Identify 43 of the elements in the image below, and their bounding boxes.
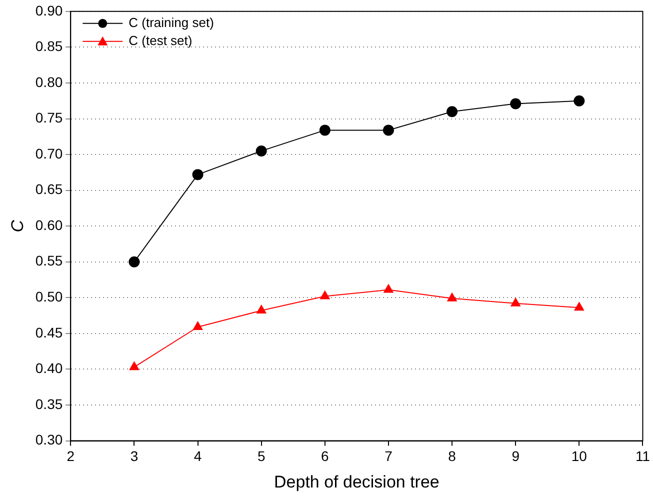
legend-label: C (test set)	[128, 32, 192, 48]
legend-label: C (training set)	[128, 14, 214, 30]
y-tick-label: 0.65	[35, 181, 63, 198]
point	[129, 362, 140, 370]
y-tick-label: 0.40	[35, 360, 63, 376]
y-tick-label: 0.60	[35, 216, 63, 233]
point	[192, 169, 204, 180]
y-tick-label: 0.85	[35, 38, 63, 54]
point	[447, 292, 457, 302]
y-tick-label: 0.35	[35, 396, 63, 412]
x-tick-label: 6	[321, 448, 330, 464]
x-axis-title: Depth of decision tree	[274, 472, 440, 492]
x-tick-label: 10	[571, 448, 588, 464]
y-axis-title: C	[8, 219, 27, 232]
x-tick-label: 4	[194, 448, 202, 464]
y-tick-label: 0.30	[35, 432, 63, 448]
point	[256, 305, 266, 314]
point	[510, 98, 522, 110]
y-tick-label: 0.80	[35, 74, 63, 90]
y-tick-label: 0.90	[35, 2, 63, 18]
point	[382, 124, 394, 136]
point	[256, 145, 267, 156]
point	[128, 256, 140, 268]
point	[384, 284, 394, 293]
point	[510, 298, 520, 306]
point	[574, 302, 584, 311]
y-tick-label: 0.50	[35, 288, 63, 305]
point	[574, 95, 585, 106]
point	[320, 290, 330, 300]
x-tick-label: 5	[257, 448, 266, 464]
x-tick-label: 9	[512, 448, 520, 464]
y-tick-label: 0.75	[35, 110, 63, 126]
x-tick-label: 2	[66, 448, 75, 464]
x-tick-label: 8	[448, 448, 456, 464]
x-tick-label: 11	[635, 448, 650, 464]
point	[319, 124, 330, 136]
y-tick-label: 0.70	[35, 145, 63, 162]
x-tick-label: 7	[384, 448, 393, 464]
point	[192, 322, 203, 330]
y-tick-label: 0.45	[35, 324, 63, 340]
y-tick-label: 0.55	[35, 252, 63, 269]
x-tick-label: 3	[130, 448, 138, 464]
point	[446, 106, 458, 118]
